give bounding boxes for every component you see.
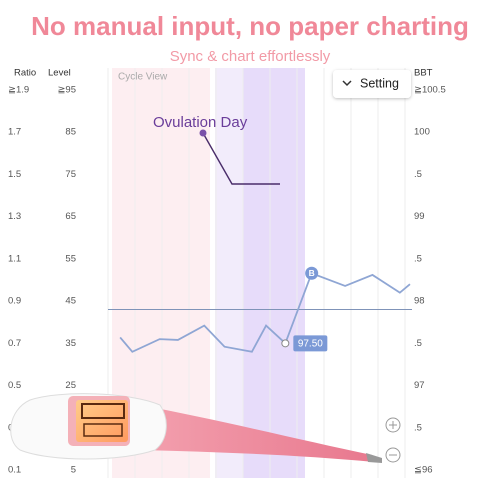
setting-label[interactable]: Setting — [360, 76, 399, 90]
y2-tick-label: ≦96 — [414, 465, 433, 476]
y2-tick-label: ≧100.5 — [414, 85, 446, 96]
y-axis-label: Ratio — [14, 68, 36, 79]
probe — [140, 405, 374, 462]
plot: ≧1.91.71.51.31.10.90.70.50.30.1≧95857565… — [8, 85, 446, 476]
y2-tick-label: .5 — [414, 253, 422, 264]
y2-tick-label: 97 — [414, 380, 425, 391]
annotation-line — [202, 132, 280, 185]
tip — [366, 453, 382, 463]
y-tick-label: 1.7 — [8, 127, 21, 138]
y2-tick-label: .5 — [414, 338, 422, 349]
level-tick-label: 5 — [71, 465, 76, 476]
level-tick-label: 75 — [65, 169, 76, 180]
level-tick-label: ≧95 — [57, 85, 76, 96]
y-tick-label: 1.1 — [8, 253, 21, 264]
y2-tick-label: .5 — [414, 169, 422, 180]
plus-icon — [389, 421, 397, 429]
fertile-band — [215, 68, 243, 478]
zoom-controls[interactable] — [385, 417, 401, 463]
subtitle: Sync & chart effortlessly — [170, 48, 331, 65]
fertile-band — [243, 68, 305, 478]
setting-box[interactable] — [333, 70, 411, 98]
y-tick-label: 0.9 — [8, 296, 21, 307]
level-tick-label: 55 — [65, 253, 76, 264]
ovulation-annotation: Ovulation Day — [153, 114, 280, 185]
value-label: 97.50 — [298, 338, 323, 349]
annotation-dot — [199, 129, 207, 137]
annotation-marker — [305, 266, 319, 280]
level-tick-label: 65 — [65, 211, 76, 222]
setting-button[interactable]: Setting — [333, 70, 411, 98]
value-label-box — [293, 335, 328, 352]
y2-tick-label: .5 — [414, 422, 422, 433]
lcd — [76, 400, 128, 442]
level-tick-label: 25 — [65, 380, 76, 391]
lcd-digits — [83, 423, 123, 437]
y-tick-label: ≧1.9 — [8, 85, 29, 96]
y2-tick-label: 100 — [414, 127, 430, 138]
chevron — [342, 80, 352, 87]
level-tick-label: 45 — [65, 296, 76, 307]
y2-tick-label: 98 — [414, 296, 425, 307]
annotation-text: Ovulation Day — [153, 114, 248, 131]
annotation-text: B — [309, 268, 315, 278]
y2-tick-label: 99 — [414, 211, 425, 222]
lcd-digits — [81, 403, 125, 419]
title: No manual input, no paper charting — [31, 11, 469, 41]
y-tick-label: 0.7 — [8, 338, 21, 349]
view-label: Cycle View — [118, 72, 168, 83]
y-tick-label: 1.3 — [8, 211, 21, 222]
level-tick-label: 85 — [65, 127, 76, 138]
vertical-grid — [107, 68, 406, 478]
y2-axis-label: BBT — [414, 68, 433, 79]
thermometer — [10, 393, 382, 463]
y-tick-label: 1.5 — [8, 169, 21, 180]
level-axis-label: Level — [48, 68, 71, 79]
y-tick-label: 0.5 — [8, 380, 21, 391]
y-tick-label: 0.1 — [8, 465, 21, 476]
level-tick-label: 35 — [65, 338, 76, 349]
point — [281, 339, 290, 348]
line — [119, 272, 411, 353]
